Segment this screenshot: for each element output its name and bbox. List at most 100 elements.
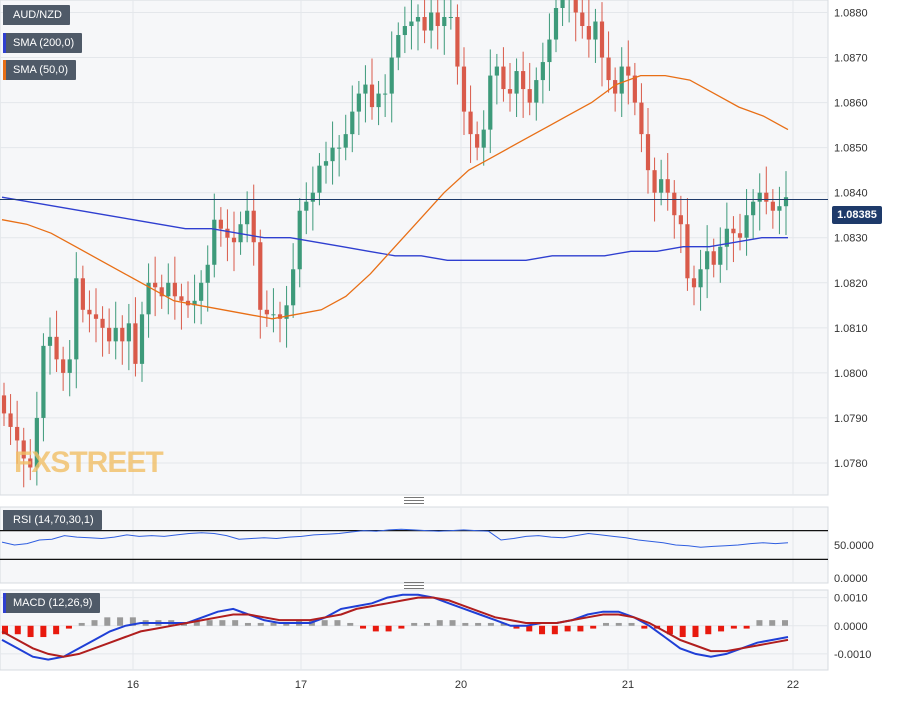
macd-histogram-bar: [321, 620, 328, 626]
candle-body: [271, 314, 276, 316]
candle-body: [225, 228, 230, 238]
y-tick-label: 1.0880: [834, 8, 868, 20]
legend-symbol[interactable]: AUD/NZD: [3, 5, 70, 25]
legend-sma200[interactable]: SMA (200,0): [3, 33, 83, 53]
macd-histogram-bar: [705, 625, 712, 635]
candle-body: [691, 278, 697, 288]
macd-histogram-bar: [129, 617, 136, 626]
y-tick-label: 1.0800: [834, 368, 868, 380]
candle-body: [8, 413, 13, 427]
candle-body: [593, 21, 598, 40]
candle-body: [678, 215, 683, 225]
candle-body: [205, 264, 210, 283]
candle-body: [402, 26, 407, 36]
macd-histogram-bar: [117, 617, 124, 626]
macd-histogram-bar: [487, 622, 494, 626]
y-tick-label: 1.0860: [834, 98, 868, 110]
candle-body: [74, 278, 79, 360]
rsi-pane: [0, 506, 829, 584]
macd-histogram-bar: [372, 625, 379, 632]
macd-histogram-bar: [40, 625, 47, 638]
candle-body: [757, 192, 762, 202]
y-tick-label: 1.0810: [834, 323, 868, 335]
candle-body: [560, 0, 565, 9]
macd-histogram-bar: [360, 625, 367, 629]
legend-sma50[interactable]: SMA (50,0): [3, 60, 77, 80]
legend-rsi-label: RSI (14,70,30,1): [13, 514, 94, 526]
candle-body: [435, 12, 440, 27]
macd-histogram-bar: [692, 625, 699, 638]
candle-body: [133, 323, 138, 364]
macd-histogram-bar: [104, 617, 111, 626]
candle-body: [323, 161, 329, 166]
x-tick-label: 17: [295, 679, 307, 691]
candle-body: [231, 237, 237, 243]
candle-body: [665, 179, 670, 193]
x-tick-label: 16: [127, 679, 139, 691]
legend-symbol-swatch: [3, 5, 6, 25]
macd-histogram-bar: [334, 620, 341, 626]
candle-body: [113, 327, 118, 342]
macd-histogram-bar: [756, 620, 763, 626]
candle-body: [396, 35, 401, 58]
macd-histogram-bar: [577, 625, 584, 632]
candle-body: [514, 71, 519, 94]
candle-body: [277, 314, 283, 319]
macd-histogram-bar: [628, 622, 635, 626]
rsi-resize-handle[interactable]: [404, 497, 424, 504]
candle-body: [764, 192, 769, 202]
macd-histogram-bar: [641, 625, 648, 629]
candle-body: [751, 201, 756, 216]
macd-resize-handle[interactable]: [404, 582, 424, 589]
legend-macd[interactable]: MACD (12,26,9): [3, 593, 101, 613]
candle-body: [685, 224, 690, 279]
candle-body: [21, 440, 26, 459]
candle-body: [284, 305, 289, 319]
candle-body: [718, 246, 723, 265]
candle-body: [770, 201, 775, 211]
candle-body: [468, 111, 473, 135]
candle-body: [645, 134, 651, 171]
macd-histogram-bar: [347, 622, 354, 626]
macd-histogram-bar: [423, 622, 430, 626]
rsi-line: [1, 528, 789, 548]
macd-histogram-bar: [782, 620, 788, 626]
macd-histogram-bar: [462, 622, 469, 626]
candle-body: [613, 80, 618, 94]
candle-body: [553, 8, 559, 40]
legend-rsi[interactable]: RSI (14,70,30,1): [3, 510, 102, 530]
candle-body: [61, 359, 66, 373]
macd-histogram-bar: [743, 625, 750, 629]
candle-body: [146, 282, 151, 315]
candle-body: [488, 75, 493, 130]
candle-body: [218, 219, 223, 229]
watermark-logo: FXSTREET: [14, 446, 164, 479]
legend-macd-swatch: [3, 593, 6, 613]
macd-histogram-bar: [283, 622, 290, 626]
candle-body: [698, 269, 703, 288]
legend-rsi-swatch: [3, 510, 6, 530]
macd-histogram-bar: [385, 625, 392, 632]
macd-histogram-bar: [27, 625, 34, 638]
macd-histogram-bar: [564, 625, 571, 632]
candle-body: [442, 17, 447, 27]
y-tick-label: 1.0870: [834, 53, 868, 65]
candle-body: [448, 17, 453, 19]
macd-histogram-bar: [232, 620, 239, 626]
y-tick-label: 1.0830: [834, 233, 868, 245]
candle-body: [606, 57, 611, 81]
macd-histogram-bar: [91, 620, 98, 626]
candle-body: [475, 134, 480, 148]
candle-body: [659, 179, 664, 193]
macd-signal-line: [1, 596, 789, 658]
candle-body: [389, 57, 394, 94]
macd-histogram-bar: [436, 620, 443, 626]
candle-body: [317, 165, 322, 193]
candle-body: [363, 84, 368, 94]
candle-body: [711, 251, 716, 265]
macd-histogram-bar: [539, 625, 546, 635]
candle-body: [455, 17, 460, 67]
candle-body: [350, 111, 355, 135]
